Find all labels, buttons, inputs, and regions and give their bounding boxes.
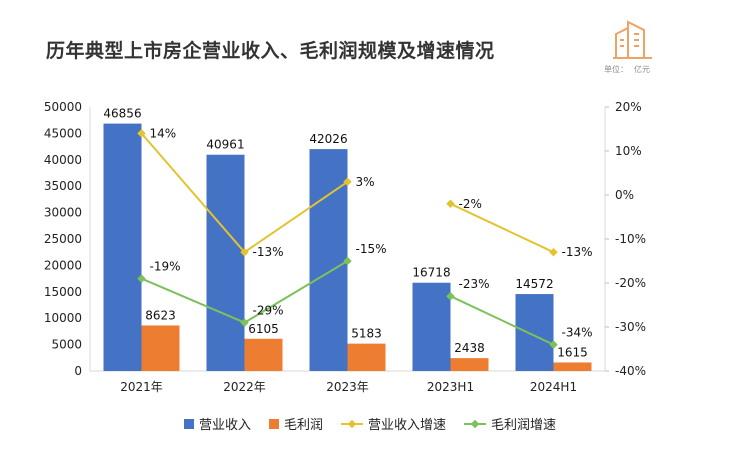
profit-bar-label: 6105 xyxy=(248,322,279,336)
legend-item: 毛利润 xyxy=(268,414,323,433)
profit-bar-label: 1615 xyxy=(557,345,588,359)
chart-title: 历年典型上市房企营业收入、毛利润规模及增速情况 xyxy=(46,40,495,62)
legend-line-swatch xyxy=(341,419,363,429)
y-left-tick-label: 30000 xyxy=(44,206,82,220)
revenue-bar-label: 40961 xyxy=(206,138,244,152)
revenue-bar-label: 16718 xyxy=(412,266,450,280)
profit-bar xyxy=(450,358,489,371)
legend-label: 毛利润 xyxy=(283,418,323,433)
revenue-growth-line xyxy=(450,202,554,254)
profit-growth-line xyxy=(450,295,554,346)
profit-growth-point xyxy=(240,318,249,327)
unit-value: 亿元 xyxy=(634,65,650,74)
profit-growth-label: -23% xyxy=(459,277,490,291)
revenue-growth-label: -2% xyxy=(459,197,482,211)
profit-bar xyxy=(553,362,592,371)
y-left-tick-label: 35000 xyxy=(44,179,82,193)
legend-swatch xyxy=(268,418,279,429)
y-left-tick-label: 10000 xyxy=(44,311,82,325)
y-left-tick-label: 40000 xyxy=(44,153,82,167)
y-right-tick-label: -10% xyxy=(615,232,646,246)
legend-swatch xyxy=(183,418,194,429)
x-category-label: 2023年 xyxy=(326,380,369,394)
profit-bar-label: 5183 xyxy=(351,327,382,341)
profit-bar xyxy=(347,343,386,371)
y-right-tick-label: -40% xyxy=(615,364,646,378)
profit-bar-label: 2438 xyxy=(454,341,485,355)
revenue-growth-label: -13% xyxy=(253,245,284,259)
y-left-tick-label: 50000 xyxy=(44,100,82,114)
y-right-tick-label: 10% xyxy=(615,144,642,158)
revenue-bar-label: 42026 xyxy=(309,132,347,146)
y-left-tick-label: 5000 xyxy=(51,338,82,352)
revenue-growth-point xyxy=(240,247,249,257)
revenue-bar xyxy=(515,294,554,371)
revenue-bar xyxy=(412,282,451,371)
legend-item: 营业收入增速 xyxy=(341,414,446,433)
legend-label: 营业收入增速 xyxy=(368,418,447,433)
revenue-growth-point xyxy=(343,177,352,187)
revenue-growth-label: -13% xyxy=(562,245,593,259)
y-left-tick-label: 0 xyxy=(74,364,82,378)
building-logo-icon xyxy=(613,20,652,59)
unit-prefix: 单位： xyxy=(604,65,628,74)
profit-growth-point xyxy=(343,256,352,266)
y-right-tick-label: -30% xyxy=(615,320,646,334)
y-right-tick-label: -20% xyxy=(615,276,646,290)
profit-growth-label: -34% xyxy=(562,326,593,340)
x-category-label: 2024H1 xyxy=(530,380,577,394)
legend-line-swatch xyxy=(464,419,487,429)
revenue-bar xyxy=(206,154,245,371)
revenue-bar xyxy=(309,149,348,371)
profit-growth-point xyxy=(549,340,558,349)
unit-label: 单位： 亿元 xyxy=(604,64,650,75)
legend-item: 营业收入 xyxy=(183,414,251,433)
x-category-label: 2022年 xyxy=(223,380,266,394)
y-left-tick-label: 15000 xyxy=(44,285,82,299)
y-right-tick-label: 0% xyxy=(615,188,634,202)
legend-label: 毛利润增速 xyxy=(491,418,557,433)
revenue-growth-label: 14% xyxy=(150,126,177,140)
legend-item: 毛利润增速 xyxy=(464,414,556,433)
x-category-label: 2023H1 xyxy=(427,380,474,394)
revenue-growth-point xyxy=(137,129,146,138)
revenue-growth-label: 3% xyxy=(356,175,375,189)
y-left-tick-label: 20000 xyxy=(44,258,82,272)
profit-growth-point xyxy=(137,274,146,283)
y-left-tick-label: 45000 xyxy=(44,126,82,140)
revenue-growth-point xyxy=(549,247,558,257)
profit-bar xyxy=(141,325,180,371)
revenue-bar xyxy=(103,123,142,372)
revenue-bar-label: 14572 xyxy=(515,277,553,291)
profit-growth-label: -19% xyxy=(150,260,181,274)
x-category-label: 2021年 xyxy=(120,380,163,394)
legend-label: 营业收入 xyxy=(198,418,251,433)
chart-legend: 营业收入 毛利润 营业收入增速 毛利润增速 xyxy=(0,414,740,433)
profit-bar-label: 8623 xyxy=(145,308,176,322)
profit-bar xyxy=(244,338,283,371)
profit-growth-label: -15% xyxy=(356,242,387,256)
revenue-bar-label: 46856 xyxy=(103,107,141,121)
revenue-growth-point xyxy=(446,199,455,209)
profit-growth-point xyxy=(446,291,455,301)
y-left-tick-label: 25000 xyxy=(44,232,82,246)
y-right-tick-label: 20% xyxy=(615,100,642,114)
profit-growth-label: -29% xyxy=(253,304,284,318)
